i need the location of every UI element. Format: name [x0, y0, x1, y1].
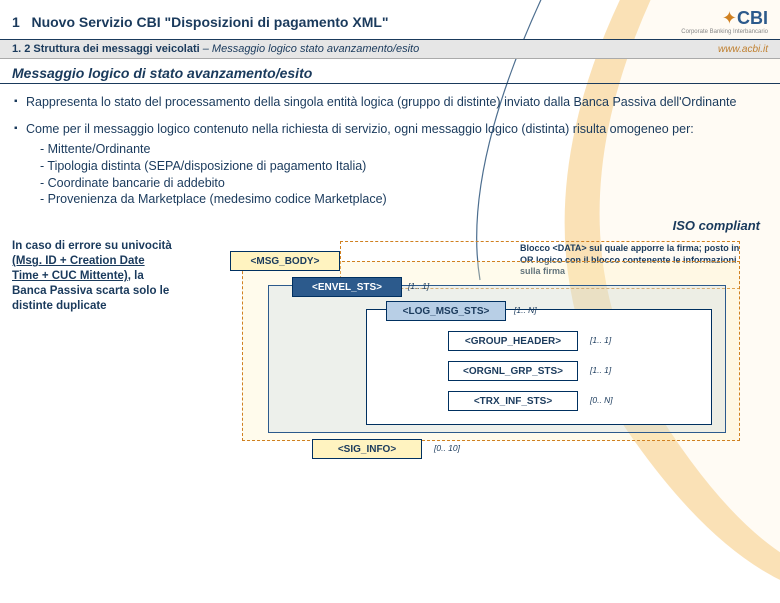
log-msg-card: [1.. N]: [514, 305, 537, 315]
iso-compliant-tag: ISO compliant: [0, 218, 780, 233]
group-header-card: [1.. 1]: [590, 335, 611, 345]
sig-info-card: [0.. 10]: [434, 443, 460, 453]
group-header-box: <GROUP_HEADER>: [448, 331, 578, 351]
subheader: 1. 2 Struttura dei messaggi veicolati – …: [0, 40, 780, 59]
title-text: Nuovo Servizio CBI "Disposizioni di paga…: [31, 14, 388, 30]
sublist-item: - Mittente/Ordinante: [26, 141, 758, 158]
subheader-bold: 1. 2 Struttura dei messaggi veicolati: [12, 43, 200, 55]
envel-sts-card: [1.. 1]: [408, 281, 429, 291]
error-note: In caso di errore su univocità (Msg. ID …: [12, 239, 182, 469]
sublist-item: - Provenienza da Marketplace (medesimo c…: [26, 191, 758, 208]
sublist-item: - Coordinate bancarie di addebito: [26, 175, 758, 192]
site-url: www.acbi.it: [718, 44, 768, 55]
xml-structure-diagram: Blocco <DATA> sul quale apporre la firma…: [182, 239, 768, 469]
subheader-text: 1. 2 Struttura dei messaggi veicolati – …: [12, 43, 419, 55]
section-title: Messaggio logico di stato avanzamento/es…: [0, 59, 780, 84]
orgnl-grp-sts-box: <ORGNL_GRP_STS>: [448, 361, 578, 381]
sublist: - Mittente/Ordinante - Tipologia distint…: [26, 141, 758, 209]
sublist-item: - Tipologia distinta (SEPA/disposizione …: [26, 158, 758, 175]
header: 1 Nuovo Servizio CBI "Disposizioni di pa…: [0, 0, 780, 40]
logo-subtitle: Corporate Banking Interbancario: [681, 29, 768, 35]
envel-sts-box: <ENVEL_STS>: [292, 277, 402, 297]
sig-info-box: <SIG_INFO>: [312, 439, 422, 459]
trx-inf-card: [0.. N]: [590, 395, 613, 405]
logo-text: CBI: [737, 8, 768, 28]
log-msg-sts-box: <LOG_MSG_STS>: [386, 301, 506, 321]
section-number: 1: [12, 14, 20, 30]
bullet-list: Rappresenta lo stato del processamento d…: [0, 90, 780, 220]
page-title: 1 Nuovo Servizio CBI "Disposizioni di pa…: [12, 14, 389, 30]
orgnl-grp-card: [1.. 1]: [590, 365, 611, 375]
logo: ✦CBI Corporate Banking Interbancario: [681, 8, 768, 35]
bullet-item: Rappresenta lo stato del processamento d…: [14, 94, 758, 111]
bullet-text: Come per il messaggio logico contenuto n…: [26, 122, 694, 136]
trx-inf-sts-box: <TRX_INF_STS>: [448, 391, 578, 411]
subheader-italic: – Messaggio logico stato avanzamento/esi…: [200, 43, 420, 55]
bullet-item: Come per il messaggio logico contenuto n…: [14, 121, 758, 208]
msg-body-box: <MSG_BODY>: [230, 251, 340, 271]
